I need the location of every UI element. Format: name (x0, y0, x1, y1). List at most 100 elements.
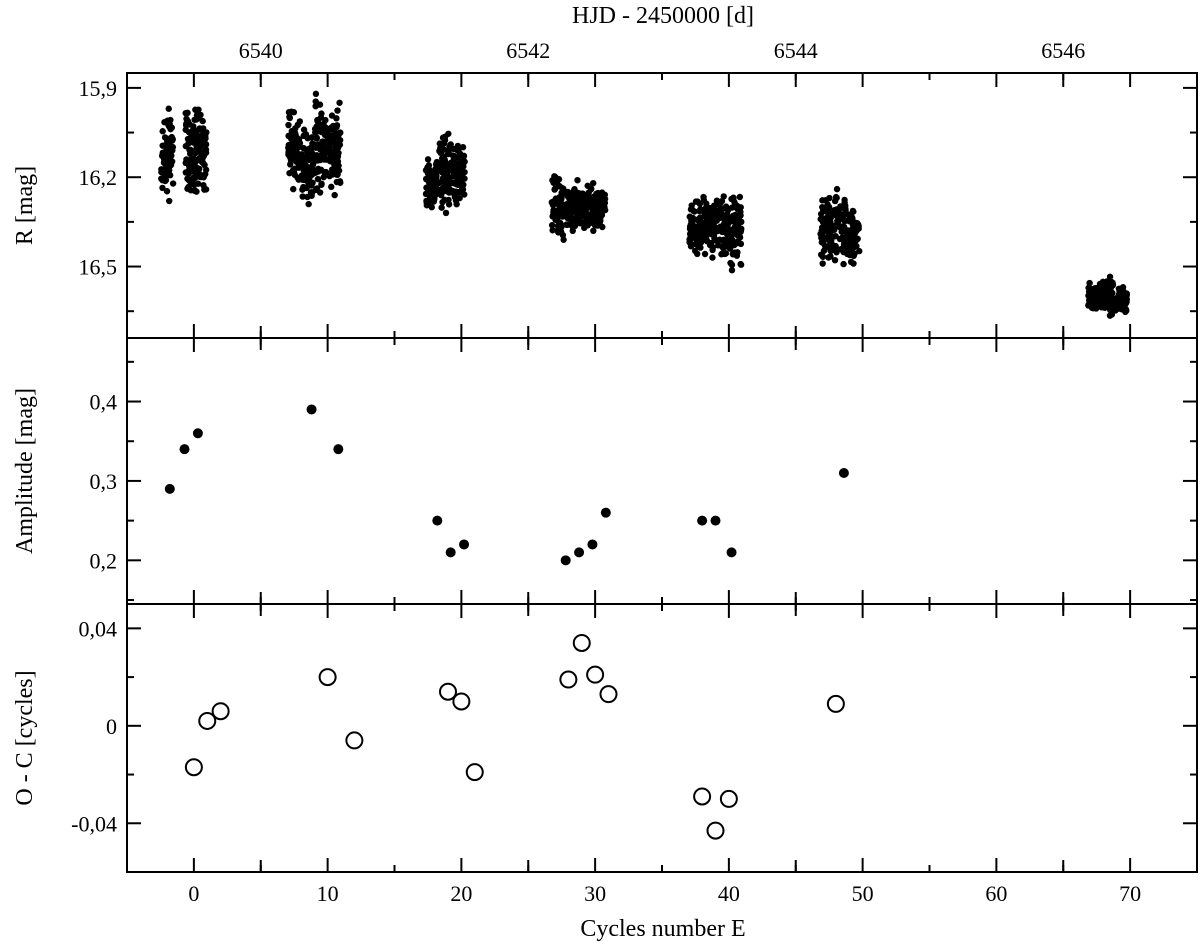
x-tick-label: 20 (450, 881, 472, 906)
o-c-point (211, 702, 230, 721)
top-axis-title: HJD - 2450000 [d] (572, 3, 754, 29)
light-curve-point (449, 173, 456, 180)
light-curve-point (422, 190, 430, 198)
light-curve-point (287, 161, 294, 168)
o-c-point (452, 692, 471, 711)
light-curve-point (285, 121, 292, 129)
light-curve-point (305, 200, 312, 208)
y-tick-label: 15,9 (79, 76, 118, 101)
amplitude-point (445, 547, 456, 558)
light-curve-point (590, 227, 597, 235)
light-curve-point (833, 185, 841, 193)
light-curve-point (199, 117, 206, 125)
panel-frame (126, 603, 1198, 873)
light-curve-point (728, 261, 736, 269)
light-curve-point (335, 131, 342, 139)
light-curve-point (202, 135, 209, 142)
light-curve-point (312, 102, 319, 110)
light-curve-point (322, 116, 329, 124)
light-curve-point (202, 141, 210, 148)
o-c-point (198, 711, 217, 730)
y-axis-title: Amplitude [mag] (12, 388, 38, 554)
light-curve-point (166, 197, 173, 205)
light-curve-point (184, 109, 191, 117)
light-curve-point (549, 213, 556, 220)
light-curve-point (837, 203, 844, 210)
light-curve-point (709, 254, 716, 261)
light-curve-point (286, 113, 293, 121)
amplitude-point (574, 547, 585, 558)
light-curve-point (169, 137, 176, 144)
x-tick-label: 50 (852, 881, 874, 906)
light-curve-point (442, 209, 450, 217)
light-curve-point (424, 164, 431, 172)
light-curve-point (159, 128, 166, 135)
light-curve-point (723, 211, 731, 218)
light-curve-point (590, 212, 598, 219)
light-curve-point (553, 200, 560, 207)
light-curve-point (1115, 295, 1122, 303)
o-c-point (706, 821, 725, 840)
light-curve-point (290, 169, 298, 177)
y-tick-label: 0,04 (79, 616, 118, 641)
light-curve-point (314, 118, 322, 125)
light-curve-point (582, 206, 590, 213)
light-curve-point (285, 109, 293, 116)
light-curve-point (437, 149, 444, 157)
y-tick-label: 0,2 (90, 548, 118, 573)
light-curve-point (450, 155, 458, 163)
light-curve-point (193, 164, 201, 172)
light-curve-point (552, 195, 560, 202)
light-curve-point (559, 231, 567, 239)
light-curve-point (696, 206, 704, 214)
light-curve-point (703, 210, 710, 218)
light-curve-point (445, 130, 452, 137)
light-curve-point (717, 209, 725, 216)
light-curve-point (819, 197, 826, 204)
light-curve-point (317, 143, 324, 150)
light-curve-point (548, 222, 556, 229)
light-curve-point (737, 260, 744, 268)
panel-o-c: -0,04 0 0,04 O - C [cycles] (12, 603, 1198, 873)
top-x-tick-label: 6546 (1041, 38, 1085, 63)
top-x-tick-label: 6540 (239, 38, 283, 63)
light-curve-point (584, 182, 591, 189)
light-curve-point (688, 241, 695, 248)
light-curve-point (169, 147, 176, 154)
light-curve-point (195, 169, 203, 177)
light-curve-point (736, 193, 744, 201)
light-curve-point (438, 204, 445, 211)
light-curve-point (590, 179, 597, 187)
light-curve-point (187, 135, 194, 143)
light-curve-point (1098, 304, 1105, 311)
light-curve-point (849, 207, 857, 215)
o-c-point (599, 685, 618, 704)
light-curve-point (735, 231, 742, 238)
light-curve-point (734, 216, 741, 223)
light-curve-point (428, 204, 435, 211)
light-curve-point (424, 156, 432, 163)
amplitude-point (587, 539, 598, 550)
light-curve-point (1088, 301, 1096, 308)
light-curve-point (290, 185, 297, 193)
light-curve-point (700, 235, 707, 243)
top-x-tick-label: 6544 (774, 38, 818, 63)
light-curve-point (819, 203, 826, 211)
light-curve-point (576, 220, 584, 227)
light-curve-point (1119, 284, 1127, 291)
light-curve-point (692, 198, 700, 205)
light-curve-point (167, 116, 174, 124)
light-curve-point (164, 166, 172, 174)
light-curve-point (321, 156, 328, 163)
light-curve-point (337, 179, 344, 186)
o-c-point (693, 787, 712, 806)
light-curve-point (318, 181, 325, 188)
light-curve-point (312, 144, 319, 151)
light-curve-point (727, 241, 734, 249)
light-curve-point (286, 169, 293, 177)
light-curve-point (304, 155, 311, 162)
y-tick-label: 0 (106, 714, 117, 739)
light-curve-point (200, 152, 208, 159)
y-tick-label: 0,3 (90, 469, 118, 494)
light-curve-point (200, 181, 207, 189)
